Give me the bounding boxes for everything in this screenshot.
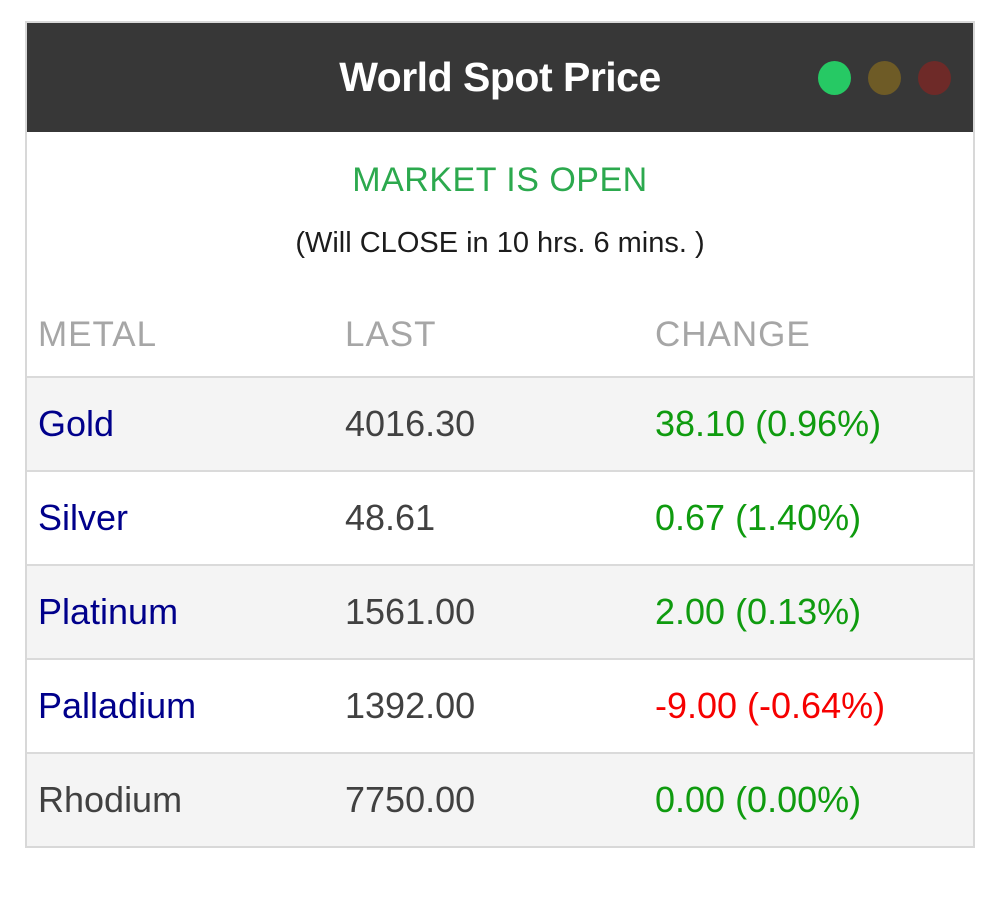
last-price: 1392.00 [345,685,476,726]
world-spot-price-widget: World Spot Price MARKET IS OPEN (Will CL… [25,21,975,848]
table-row: Rhodium 7750.00 0.00 (0.00%) [27,752,973,846]
last-price: 7750.00 [345,779,476,820]
metal-link[interactable]: Platinum [38,591,179,632]
table-row: Palladium 1392.00 -9.00 (-0.64%) [27,658,973,752]
status-light-red [918,60,951,95]
change-value: -9.00 (-0.64%) [655,685,886,726]
table-body: Gold 4016.30 38.10 (0.96%) Silver 48.61 … [27,376,973,846]
column-header-metal: METAL [38,314,158,354]
change-value: 38.10 (0.96%) [655,403,882,444]
last-price: 48.61 [345,497,436,538]
status-light-yellow [868,60,901,95]
table-header-row: METAL LAST CHANGE [27,293,973,376]
table-row: Silver 48.61 0.67 (1.40%) [27,470,973,564]
last-price: 1561.00 [345,591,476,632]
table-row: Gold 4016.30 38.10 (0.96%) [27,376,973,470]
table-row: Platinum 1561.00 2.00 (0.13%) [27,564,973,658]
last-price: 4016.30 [345,403,476,444]
metal-link[interactable]: Gold [38,403,115,444]
column-header-last: LAST [345,314,437,354]
spot-price-table: METAL LAST CHANGE Gold 4016.30 38.10 (0.… [27,293,973,846]
metal-link[interactable]: Silver [38,497,129,538]
column-header-change: CHANGE [655,314,811,354]
status-lights [818,60,951,95]
change-value: 2.00 (0.13%) [655,591,862,632]
market-status-text: MARKET IS OPEN [352,161,648,199]
status-light-green [818,60,851,95]
market-countdown-text: (Will CLOSE in 10 hrs. 6 mins. ) [295,227,705,259]
metal-name: Rhodium [38,779,183,820]
titlebar: World Spot Price [27,23,973,132]
page-title: World Spot Price [339,54,661,100]
change-value: 0.00 (0.00%) [655,779,862,820]
market-status-section: MARKET IS OPEN (Will CLOSE in 10 hrs. 6 … [27,132,973,293]
change-value: 0.67 (1.40%) [655,497,862,538]
metal-link[interactable]: Palladium [38,685,197,726]
